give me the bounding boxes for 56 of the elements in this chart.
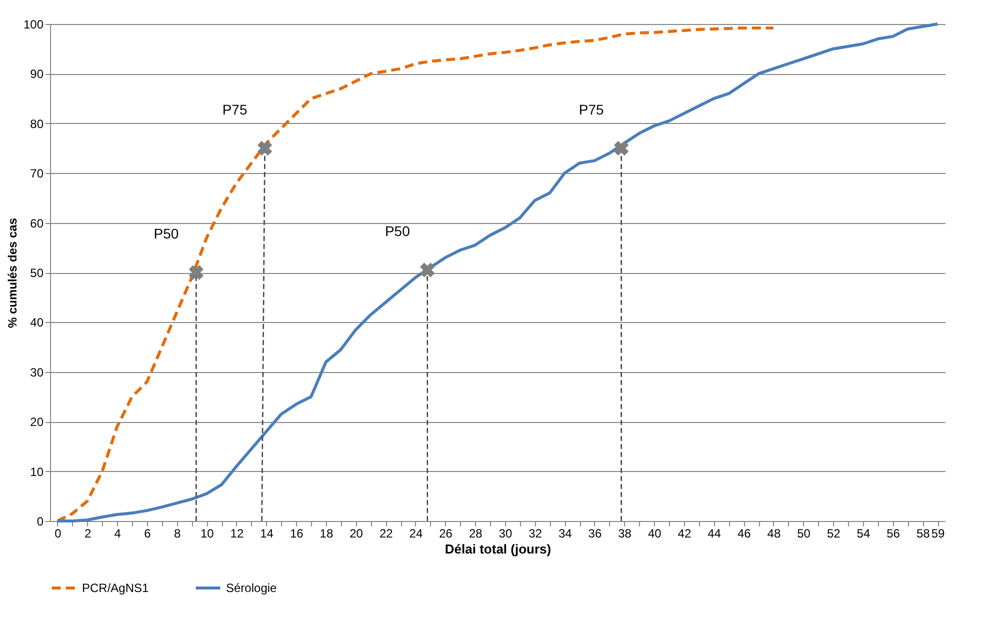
legend-label: Sérologie — [226, 581, 278, 595]
x-tick-label: 16 — [290, 526, 304, 540]
x-tick-label: 36 — [588, 526, 602, 540]
x-tick-label: 58 — [916, 526, 930, 540]
y-axis-title: % cumulés des cas — [5, 218, 20, 328]
x-tick-label: 10 — [200, 526, 214, 540]
x-tick-label: 34 — [558, 526, 572, 540]
line-series — [56, 22, 940, 522]
x-tick-label: 50 — [797, 526, 811, 540]
y-tick-label: 50 — [30, 266, 44, 280]
x-tick-label: 2 — [84, 526, 92, 540]
x-tick-label: 20 — [350, 526, 364, 540]
y-tick-label: 60 — [30, 216, 44, 230]
x-tick-label: 22 — [379, 526, 394, 540]
y-tick-label: 10 — [30, 464, 44, 479]
x-tick-label: 24 — [409, 526, 423, 540]
legend-label: PCR/AgNS1 — [82, 581, 150, 595]
x-tick-label: 48 — [767, 526, 781, 540]
y-tick-label: 80 — [30, 116, 44, 131]
point — [614, 140, 629, 156]
x-tick-label: 32 — [528, 526, 542, 540]
x-tick-label: 40 — [648, 526, 662, 540]
x-axis-title: Délai total (jours) — [444, 542, 552, 556]
x-tick-label: 52 — [826, 526, 841, 540]
x-tick-label: 46 — [737, 526, 752, 540]
y-tick-label: 40 — [30, 316, 44, 330]
annotation: P75 — [222, 101, 248, 118]
x-tick-label: 42 — [678, 526, 692, 540]
x-tick-label: 12 — [230, 526, 244, 540]
x-tick-label: 6 — [144, 526, 152, 540]
y-tick-label: 70 — [30, 166, 44, 181]
annotation: P50 — [384, 223, 410, 240]
x-tick-label: 26 — [439, 526, 453, 540]
x-tick-label: 38 — [618, 526, 632, 540]
y-tick-label: 90 — [30, 67, 44, 82]
x-tick-label: 30 — [498, 526, 512, 540]
annotation: P75 — [578, 101, 604, 118]
x-tick-label: 14 — [260, 526, 274, 540]
x-tick-label: 44 — [708, 526, 722, 540]
x-tick-label: 4 — [114, 526, 122, 540]
y-tick-label: 30 — [30, 365, 44, 380]
line-series — [56, 26, 775, 522]
annotation: P50 — [154, 226, 179, 242]
y-tick-label: 0 — [36, 514, 44, 528]
x-tick-label: 8 — [174, 526, 181, 540]
y-tick-label: 20 — [30, 415, 44, 430]
x-tick-label: 28 — [468, 526, 483, 540]
x-tick-label: 59 — [931, 526, 946, 540]
x-tick-label: 54 — [856, 526, 870, 540]
x-tick-label: 0 — [54, 526, 62, 540]
x-tick-label: 18 — [320, 526, 334, 540]
point — [257, 140, 272, 156]
point — [420, 262, 435, 278]
x-tick-label: 56 — [886, 526, 900, 540]
point — [188, 265, 204, 280]
y-tick-label: 100 — [23, 18, 44, 32]
